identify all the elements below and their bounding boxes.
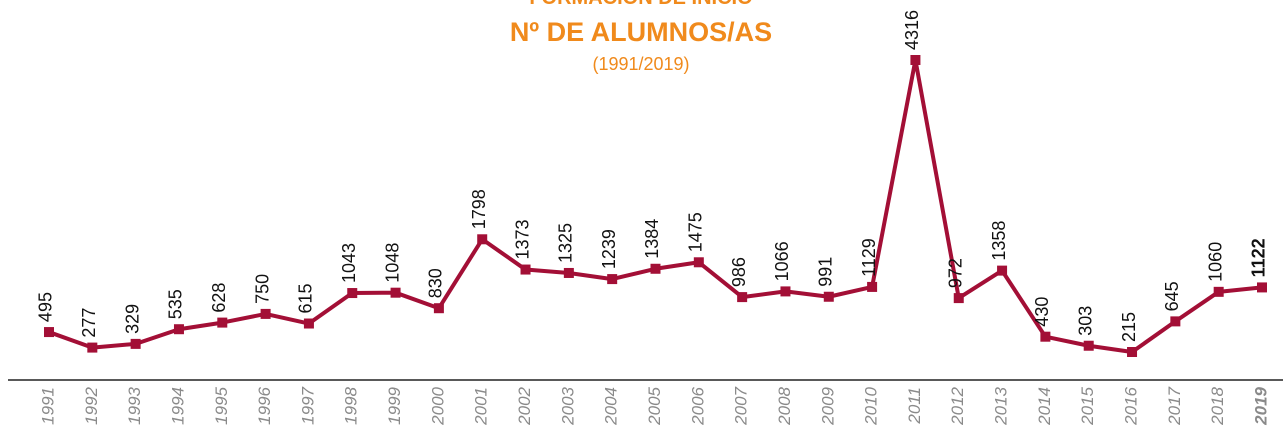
- x-tick-label: 1995: [212, 386, 231, 424]
- x-tick-label: 2014: [1035, 387, 1054, 426]
- x-tick-label: 1994: [168, 387, 187, 425]
- point: [260, 308, 271, 319]
- x-tick-label: 1992: [82, 386, 101, 424]
- value-label: 645: [1162, 281, 1182, 311]
- value-label: 615: [296, 283, 316, 313]
- point: [1213, 286, 1224, 297]
- point: [867, 281, 878, 292]
- value-label: 535: [166, 289, 186, 319]
- x-tick-label: 2005: [645, 386, 664, 425]
- point: [520, 264, 531, 275]
- point: [693, 257, 704, 268]
- point: [173, 324, 184, 335]
- chart-subtitle: Nº DE ALUMNOS/AS: [510, 17, 772, 47]
- x-tick-label: 2003: [558, 386, 577, 425]
- value-label: 1325: [556, 223, 576, 263]
- point: [1083, 340, 1094, 351]
- x-tick-label: 2002: [515, 386, 534, 425]
- chart-period: (1991/2019): [592, 54, 689, 74]
- x-tick-label: 1993: [125, 386, 144, 424]
- x-tick-label: 2018: [1208, 386, 1227, 425]
- point: [130, 338, 141, 349]
- x-tick-label: 2001: [472, 387, 491, 426]
- x-tick-label: 2008: [775, 386, 794, 425]
- value-label: 1129: [859, 238, 879, 277]
- value-label: 430: [1032, 297, 1052, 327]
- x-tick-label: 1999: [385, 386, 404, 424]
- value-label: 495: [36, 292, 56, 322]
- x-tick-label: 2011: [905, 387, 924, 425]
- point: [433, 303, 444, 314]
- value-label: 830: [426, 268, 446, 298]
- x-tick-label: 2012: [948, 386, 967, 425]
- point: [607, 274, 618, 285]
- point: [823, 291, 834, 302]
- value-label: 1048: [382, 243, 402, 283]
- point: [44, 327, 54, 338]
- point: [1040, 331, 1051, 342]
- point: [737, 292, 748, 303]
- value-label: 1373: [512, 220, 532, 260]
- point: [997, 265, 1008, 276]
- point: [953, 293, 964, 304]
- point: [477, 234, 488, 245]
- value-label: 750: [252, 274, 272, 304]
- point: [650, 263, 661, 274]
- value-label: 1043: [339, 243, 359, 283]
- point: [303, 318, 314, 329]
- x-tick-label: 2015: [1078, 386, 1097, 425]
- x-tick-label: 2013: [992, 386, 1011, 425]
- value-label: 1384: [642, 219, 662, 259]
- value-label: 4316: [902, 10, 922, 50]
- value-label: 628: [209, 283, 229, 313]
- value-label: 1798: [469, 189, 489, 229]
- value-label: 303: [1075, 306, 1095, 336]
- point: [390, 287, 401, 298]
- value-label: 991: [816, 257, 836, 287]
- point: [780, 286, 791, 297]
- point: [87, 342, 98, 353]
- point: [1127, 347, 1138, 357]
- x-tick-label: 2016: [1122, 386, 1141, 425]
- value-label: 1066: [772, 241, 792, 281]
- x-tick-label: 1997: [298, 386, 317, 424]
- x-tick-label: 2017: [1165, 386, 1184, 425]
- value-label: 1239: [599, 229, 619, 269]
- x-tick-label: 2004: [602, 387, 621, 426]
- value-label: 277: [79, 308, 99, 338]
- x-tick-label: 1991: [38, 387, 57, 425]
- x-tick-label: 2010: [862, 386, 881, 425]
- value-label: 986: [729, 257, 749, 287]
- value-label: 1122: [1249, 238, 1269, 277]
- point: [1257, 282, 1267, 293]
- x-tick-label: 2019: [1251, 386, 1270, 425]
- point: [217, 317, 228, 328]
- point: [910, 55, 921, 65]
- x-tick-label: 1998: [342, 386, 361, 424]
- point: [1170, 316, 1181, 327]
- point: [347, 288, 358, 299]
- value-label: 1358: [989, 221, 1009, 261]
- x-tick-label: 2007: [732, 386, 751, 425]
- x-tick-label: 2009: [818, 386, 837, 425]
- x-tick-label: 2000: [428, 386, 447, 425]
- x-tick-label: 1996: [255, 386, 274, 424]
- value-label: 1060: [1205, 242, 1225, 282]
- value-label: 215: [1119, 312, 1139, 342]
- point: [563, 267, 574, 278]
- x-tick-label: 2006: [688, 386, 707, 425]
- value-label: 1475: [686, 212, 706, 252]
- value-label: 972: [946, 258, 966, 288]
- chart-title: FORMACIÓN DE INICIO: [529, 0, 752, 9]
- value-label: 329: [122, 304, 142, 334]
